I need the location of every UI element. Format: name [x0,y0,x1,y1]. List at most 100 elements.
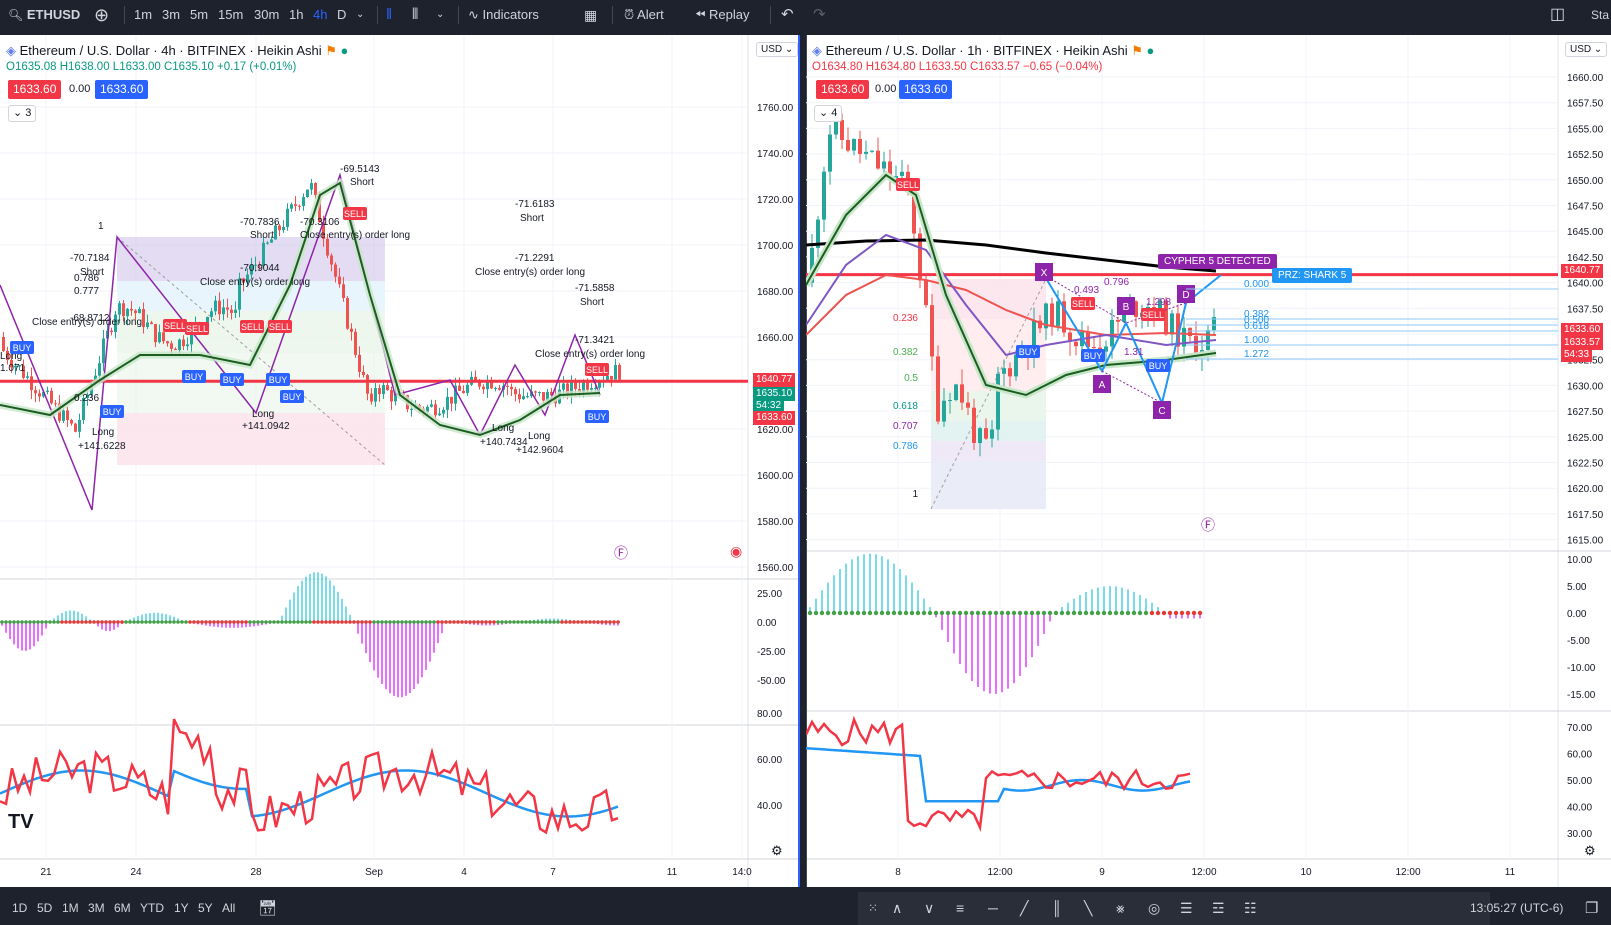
range-6m[interactable]: 6M [114,901,131,915]
chevron-down-icon[interactable]: ⌄ [436,9,445,20]
fib-retracement-icon[interactable]: ☰ [1180,900,1193,916]
rsi-axis-label: 80.00 [757,709,782,720]
currency-selector[interactable]: USD ⌄ [1565,42,1608,57]
clock[interactable]: 13:05:27 (UTC-6) [1470,901,1564,915]
range-5d[interactable]: 5D [37,901,53,915]
panel-toggle-icon[interactable]: ◫ [1550,6,1566,23]
range-5y[interactable]: 5Y [198,901,213,915]
replay-button[interactable]: ⏪︎ Replay [695,7,750,22]
interval-d[interactable]: D [337,7,347,22]
candle-body [606,376,609,381]
macd-dot [1137,610,1143,616]
gear-icon[interactable]: ⚙ [771,843,783,858]
interval-30m[interactable]: 30m [254,7,280,22]
tradingview-logo: TV [8,811,34,833]
trend-line-icon[interactable]: ╱ [1020,900,1029,916]
us-flag-icon[interactable]: ◉ [730,543,743,559]
price-axis-label: 1647.50 [1567,202,1604,213]
redo-icon[interactable]: ↷ [813,6,826,23]
pattern-icon[interactable]: ∧ [892,900,903,916]
candle-body [294,204,297,206]
gear-icon[interactable]: ⚙ [1584,843,1596,858]
chart-panel-left[interactable]: 1760.00 1740.00 1720.00 1700.00 1680.00 1660.… [0,35,800,887]
macd-dot [372,620,376,624]
fib-zone [931,441,1046,461]
range-3m[interactable]: 3M [88,901,105,915]
range-1y[interactable]: 1Y [174,901,189,915]
price-axis-label: 1652.50 [1567,150,1604,161]
sell-button[interactable]: 1633.60 [816,80,870,99]
xabcd-icon[interactable]: ⨳ [1116,900,1125,916]
abc-pattern-icon[interactable]: ∨ [924,900,935,916]
macd-dot [20,620,24,624]
macd-dot [312,620,316,624]
macd-dot [348,620,352,624]
layout-grid-icon[interactable]: ▦ [584,7,598,23]
macd-dot [376,620,380,624]
buy-button[interactable]: 1633.60 [899,80,953,99]
candle-body [366,375,369,394]
chart-panel-right[interactable]: 1660.00 1657.50 1655.00 1652.50 1650.00 1647.… [806,35,1611,887]
ohlc-values: O1635.08 H1638.00 L1633.00 C1635.10 +0.1… [6,61,296,73]
buy-button[interactable]: 1633.60 [95,80,149,99]
undo-icon[interactable]: ↶ [781,6,794,23]
candle-body [174,348,177,351]
ray-icon[interactable]: ╲ [1084,900,1093,916]
candle-body [534,391,537,393]
chart-canvas-left[interactable]: 1760.001740.001720.001700.001680.001660.… [0,35,800,887]
chevron-down-icon: ⌄ [819,107,829,119]
fib-level-label: 0.236 [893,313,918,324]
macd-dot [352,620,356,624]
interval-5m[interactable]: 5m [190,7,209,22]
corner-label[interactable]: Sta [1591,8,1610,22]
lightning-icon[interactable]: Ⓕ [1201,517,1215,533]
macd-dot [244,620,248,624]
macd-dot [260,620,264,624]
macd-dot [584,620,588,624]
interval-15m[interactable]: 15m [218,7,244,22]
lightning-icon[interactable]: Ⓕ [614,545,628,561]
bar-style-icon[interactable]: ‖ [386,6,393,23]
calendar-icon[interactable]: 📅︎ [258,900,278,917]
candle-body [840,120,844,140]
screen-icon[interactable]: ❐ [1585,900,1599,917]
macd-dot [1011,610,1017,616]
interval-4h[interactable]: 4h [313,7,328,22]
horizontal-line-icon[interactable]: ─ [988,900,998,916]
trade-annotation: Long [0,351,22,362]
alert-button[interactable]: ⏰︎ Alert [624,7,664,22]
interval-3m[interactable]: 3m [162,7,181,22]
fib-circle-icon[interactable]: ◎ [1148,900,1161,916]
range-1d[interactable]: 1D [12,901,28,915]
macd-dot [80,620,84,624]
symbol-search[interactable]: 🔍︎ ETHUSD [8,7,81,22]
top-toolbar: 🔍︎ ETHUSD ⊕ 1m 3m 5m 15m 30m 1h 4h D ⌄ ‖… [0,0,1611,30]
candle-body [1002,368,1006,374]
candle-body [354,331,357,355]
currency-selector[interactable]: USD ⌄ [756,42,799,57]
sell-button[interactable]: 1633.60 [8,80,62,99]
macd-dot [232,620,236,624]
indicators-button[interactable]: ∿ Indicators [468,7,539,22]
range-all[interactable]: All [222,901,236,915]
macd-dot [184,620,188,624]
range-1m[interactable]: 1M [62,901,79,915]
interval-1h[interactable]: 1h [289,7,304,22]
range-ytd[interactable]: YTD [140,901,164,915]
candle-style-icon[interactable]: ⫴ [412,6,419,23]
interval-1m[interactable]: 1m [134,7,153,22]
candle-body [562,383,565,390]
fib-extension-icon[interactable]: ☲ [1212,900,1225,916]
vertical-lines-icon[interactable]: ║ [1052,900,1062,916]
compare-plus-icon[interactable]: ⊕ [94,5,110,25]
menu-icon[interactable]: ☷ [1244,900,1257,916]
indicator-collapse[interactable]: ⌄ 3 [8,105,37,122]
candle-body [350,328,353,332]
ruler-icon[interactable]: ≡ [956,900,965,916]
drag-handle-icon[interactable]: ⁙ [868,901,879,915]
trade-annotation: -70.9044 [240,263,280,274]
chart-canvas-right[interactable]: 1660.00 1657.50 1655.00 1652.50 1650.00 1647.… [806,35,1611,887]
chevron-down-icon[interactable]: ⌄ [356,9,365,20]
indicator-collapse[interactable]: ⌄ 4 [814,105,843,122]
candle-body [972,407,976,444]
